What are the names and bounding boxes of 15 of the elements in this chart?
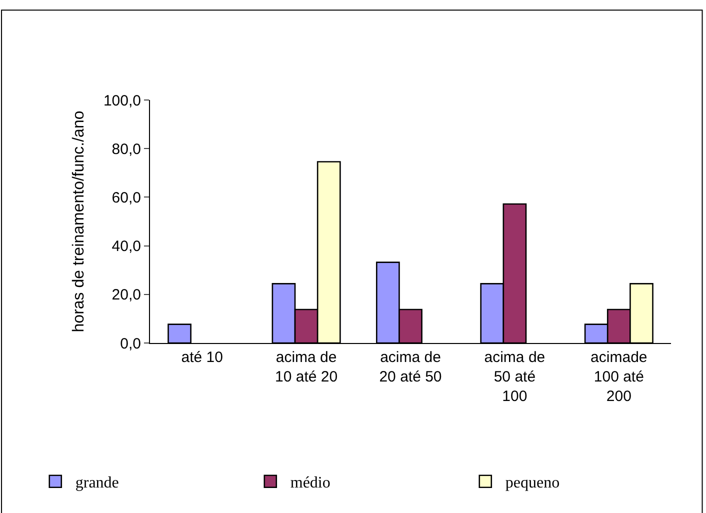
y-tick-label: 40,0 [112,238,141,256]
y-tick-label: 100,0 [103,92,141,110]
legend-label: grande [75,474,119,492]
x-tick-label: acima de 20 até 50 [379,349,442,386]
y-tick-label: 0,0 [120,335,141,352]
x-tick-label: acima de 50 até 100 [484,349,546,405]
x-tick-label: acima de 10 até 20 [275,349,338,386]
legend-label: pequeno [505,474,560,492]
y-tick-label: 80,0 [112,140,141,158]
y-tick-label: 60,0 [112,189,141,206]
legend-label: médio [290,474,330,492]
x-tick-label: até 10 [181,349,223,366]
y-axis-title: horas de treinamento/func./ano [70,110,88,332]
y-tick-label: 20,0 [112,286,141,304]
x-tick-label: acimade 100 até 200 [590,349,648,405]
